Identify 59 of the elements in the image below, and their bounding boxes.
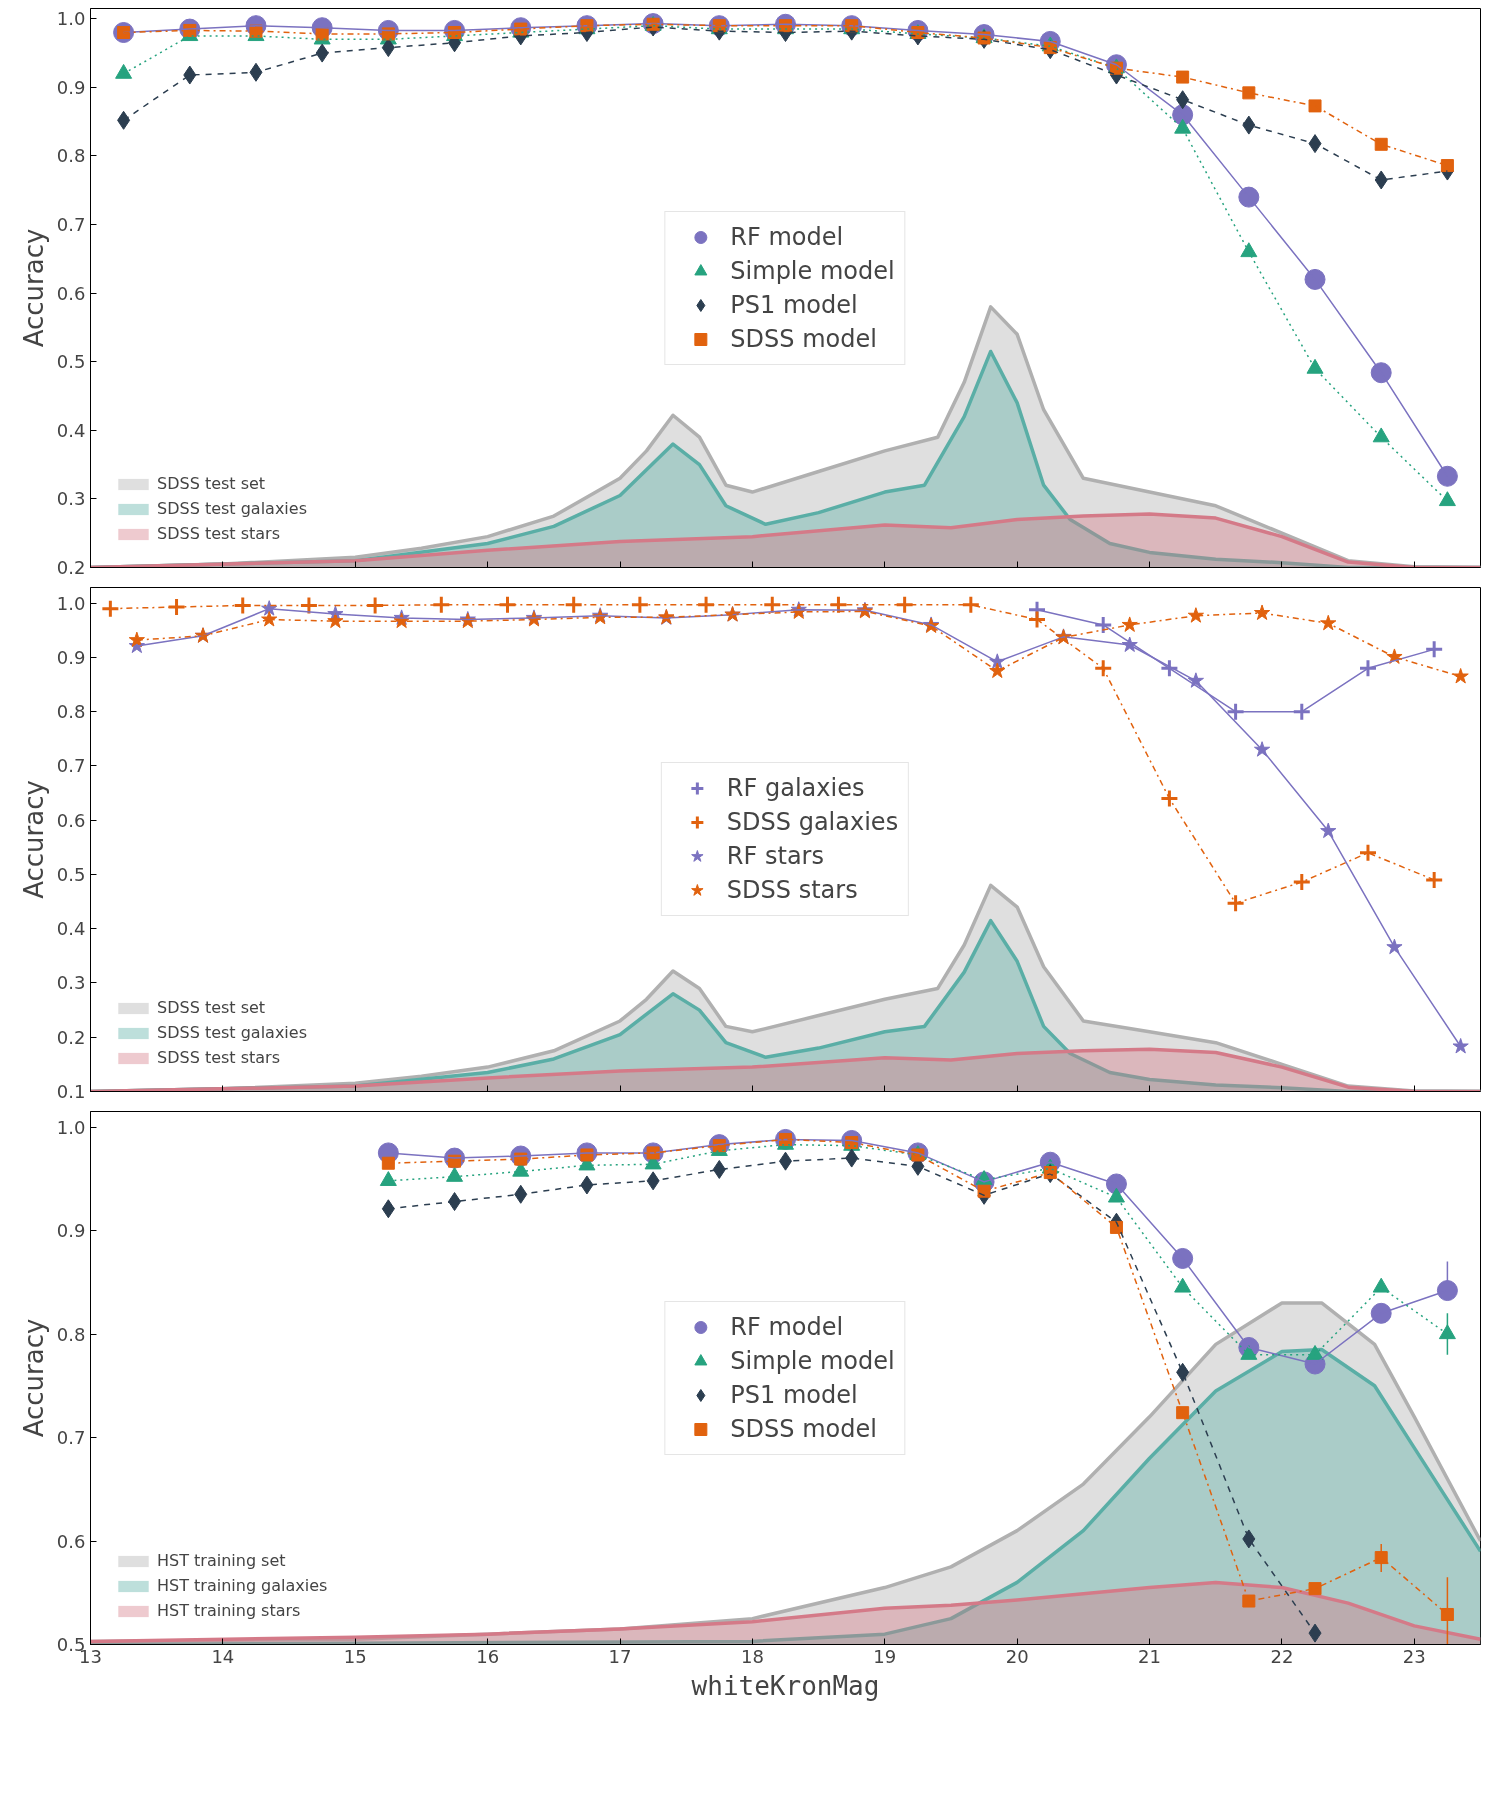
legend-label: SDSS model: [730, 324, 877, 353]
y-tick-label: 0.3: [56, 972, 86, 994]
legend-label: RF model: [730, 1312, 844, 1341]
x-tick-label: 16: [476, 1645, 500, 1667]
x-tick-label: 23: [1402, 1645, 1426, 1667]
y-tick-label: 0.7: [56, 214, 86, 236]
y-axis-title: Accuracy: [18, 228, 49, 348]
x-axis-title: whiteKronMag: [691, 1670, 880, 1701]
legend-label: SDSS test set: [157, 474, 266, 493]
y-tick-label: 0.5: [56, 351, 86, 373]
y-tick-label: 0.5: [56, 863, 86, 885]
legend-label: SDSS test stars: [157, 1048, 281, 1067]
y-tick-label: 0.6: [56, 1530, 86, 1552]
y-tick-label: 1.0: [56, 8, 86, 30]
legend-label: RF model: [730, 222, 844, 251]
y-tick-label: 0.9: [56, 76, 86, 98]
y-tick-label: 0.6: [56, 809, 86, 831]
legend-label: SDSS test galaxies: [157, 499, 307, 518]
legend-label: SDSS test galaxies: [157, 1023, 307, 1042]
legend-label: PS1 model: [730, 1380, 858, 1409]
y-tick-label: 0.1: [56, 1081, 86, 1102]
y-tick-label: 1.0: [56, 1116, 86, 1138]
y-tick-label: 0.4: [56, 918, 86, 940]
legend-label: RF galaxies: [726, 774, 865, 802]
legend-label: Simple model: [730, 256, 895, 285]
y-tick-label: 0.4: [56, 419, 86, 441]
y-tick-label: 0.6: [56, 282, 86, 304]
x-tick-label: 14: [211, 1645, 235, 1667]
y-tick-label: 0.8: [56, 145, 86, 167]
y-tick-label: 0.9: [56, 1220, 86, 1242]
legend-label: HST training stars: [157, 1601, 301, 1620]
x-tick-label: 19: [873, 1645, 897, 1667]
y-tick-label: 1.0: [56, 592, 86, 614]
legend-label: SDSS stars: [726, 876, 858, 904]
legend-label: RF stars: [726, 842, 824, 870]
y-tick-label: 0.7: [56, 1427, 86, 1449]
x-tick-label: 15: [343, 1645, 367, 1667]
x-tick-label: 22: [1270, 1645, 1294, 1667]
y-tick-label: 0.3: [56, 488, 86, 510]
y-tick-label: 0.2: [56, 557, 86, 578]
legend-label: SDSS test stars: [157, 524, 281, 543]
legend-label: Simple model: [730, 1346, 895, 1375]
legend-label: SDSS test set: [157, 998, 266, 1017]
legend-label: SDSS galaxies: [726, 808, 899, 836]
y-tick-label: 0.7: [56, 755, 86, 777]
x-tick-label: 17: [608, 1645, 632, 1667]
legend-label: HST training galaxies: [157, 1576, 328, 1595]
legend-label: HST training set: [157, 1551, 286, 1570]
y-tick-label: 0.2: [56, 1026, 86, 1048]
y-axis-title: Accuracy: [18, 1318, 49, 1438]
y-axis-title: Accuracy: [18, 780, 49, 899]
x-tick-label: 18: [740, 1645, 764, 1667]
legend-label: PS1 model: [730, 290, 858, 319]
legend-label: SDSS model: [730, 1414, 877, 1443]
y-tick-label: 0.9: [56, 646, 86, 668]
y-tick-label: 0.8: [56, 701, 86, 723]
x-tick-label: 20: [1005, 1645, 1029, 1667]
x-tick-label: 21: [1138, 1645, 1161, 1667]
y-tick-label: 0.8: [56, 1323, 86, 1345]
